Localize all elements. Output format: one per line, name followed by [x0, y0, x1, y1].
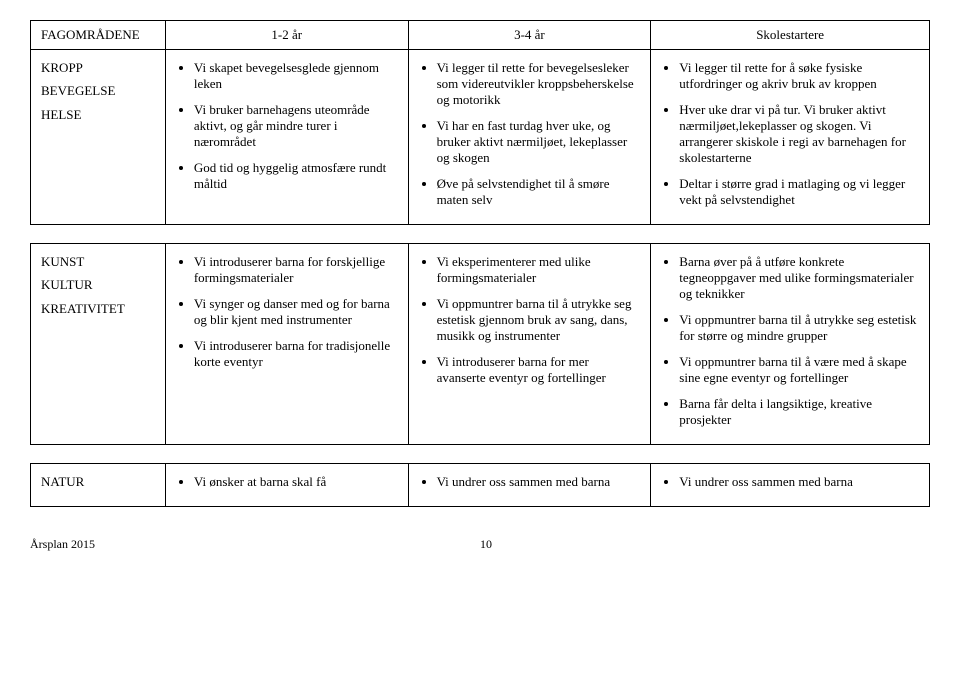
list-item: Vi bruker barnehagens uteområde aktivt, … [194, 102, 398, 150]
spacer-row [31, 225, 930, 244]
list-item: Vi ønsker at barna skal få [194, 474, 398, 490]
list-item: Vi skapet bevegelsesglede gjennom leken [194, 60, 398, 92]
bullet-list: Vi eksperimenterer med ulike formingsmat… [419, 254, 641, 386]
curriculum-table: FAGOMRÅDENE 1-2 år 3-4 år Skolestartere … [30, 20, 930, 507]
table-body: KROPPBEVEGELSEHELSE Vi skapet bevegelsesg… [31, 50, 930, 507]
header-col-a: 1-2 år [165, 21, 408, 50]
bullet-list: Vi introduserer barna for forskjellige f… [176, 254, 398, 370]
bullet-list: Vi undrer oss sammen med barna [661, 474, 919, 490]
list-item: Vi introduserer barna for mer avanserte … [437, 354, 641, 386]
list-item: Vi synger og danser med og for barna og … [194, 296, 398, 328]
spacer-row [31, 445, 930, 464]
bullet-list: Vi skapet bevegelsesglede gjennom leken V… [176, 60, 398, 192]
list-item: Vi oppmuntrer barna til å være med å ska… [679, 354, 919, 386]
list-item: Vi oppmuntrer barna til å utrykke seg es… [437, 296, 641, 344]
list-item: Vi oppmuntrer barna til å utrykke seg es… [679, 312, 919, 344]
list-item: Vi undrer oss sammen med barna [679, 474, 919, 490]
header-category: FAGOMRÅDENE [31, 21, 166, 50]
content-cell: Vi eksperimenterer med ulike formingsmat… [408, 244, 651, 445]
category-label: KROPPBEVEGELSEHELSE [41, 56, 155, 126]
content-cell: Vi legger til rette for bevegelsesleker … [408, 50, 651, 225]
content-cell: Vi skapet bevegelsesglede gjennom leken V… [165, 50, 408, 225]
category-cell: KUNSTKULTURKREATIVITET [31, 244, 166, 445]
list-item: Vi legger til rette for å søke fysiske u… [679, 60, 919, 92]
content-cell: Vi undrer oss sammen med barna [651, 464, 930, 507]
content-cell: Barna øver på å utføre konkrete tegneopp… [651, 244, 930, 445]
content-cell: Vi legger til rette for å søke fysiske u… [651, 50, 930, 225]
header-col-b: 3-4 år [408, 21, 651, 50]
bullet-list: Vi ønsker at barna skal få [176, 474, 398, 490]
category-cell: NATUR [31, 464, 166, 507]
list-item: Øve på selvstendighet til å smøre maten … [437, 176, 641, 208]
list-item: God tid og hyggelig atmosfære rundt målt… [194, 160, 398, 192]
list-item: Deltar i større grad i matlaging og vi l… [679, 176, 919, 208]
table-row: KROPPBEVEGELSEHELSE Vi skapet bevegelsesg… [31, 50, 930, 225]
footer-title: Årsplan 2015 [30, 537, 480, 552]
list-item: Vi introduserer barna for forskjellige f… [194, 254, 398, 286]
content-cell: Vi introduserer barna for forskjellige f… [165, 244, 408, 445]
page-footer: Årsplan 2015 10 [30, 537, 930, 552]
footer-page-number: 10 [480, 537, 492, 552]
list-item: Vi legger til rette for bevegelsesleker … [437, 60, 641, 108]
category-cell: KROPPBEVEGELSEHELSE [31, 50, 166, 225]
bullet-list: Vi legger til rette for bevegelsesleker … [419, 60, 641, 208]
list-item: Vi undrer oss sammen med barna [437, 474, 641, 490]
list-item: Vi introduserer barna for tradisjonelle … [194, 338, 398, 370]
list-item: Barna får delta i langsiktige, kreative … [679, 396, 919, 428]
content-cell: Vi undrer oss sammen med barna [408, 464, 651, 507]
content-cell: Vi ønsker at barna skal få [165, 464, 408, 507]
category-label: NATUR [41, 470, 155, 493]
table-header-row: FAGOMRÅDENE 1-2 år 3-4 år Skolestartere [31, 21, 930, 50]
table-row: KUNSTKULTURKREATIVITET Vi introduserer ba… [31, 244, 930, 445]
list-item: Vi eksperimenterer med ulike formingsmat… [437, 254, 641, 286]
table-row: NATUR Vi ønsker at barna skal få Vi undrer… [31, 464, 930, 507]
category-label: KUNSTKULTURKREATIVITET [41, 250, 155, 320]
bullet-list: Vi undrer oss sammen med barna [419, 474, 641, 490]
bullet-list: Vi legger til rette for å søke fysiske u… [661, 60, 919, 208]
bullet-list: Barna øver på å utføre konkrete tegneopp… [661, 254, 919, 428]
list-item: Barna øver på å utføre konkrete tegneopp… [679, 254, 919, 302]
list-item: Hver uke drar vi på tur. Vi bruker aktiv… [679, 102, 919, 166]
header-col-c: Skolestartere [651, 21, 930, 50]
list-item: Vi har en fast turdag hver uke, og bruke… [437, 118, 641, 166]
